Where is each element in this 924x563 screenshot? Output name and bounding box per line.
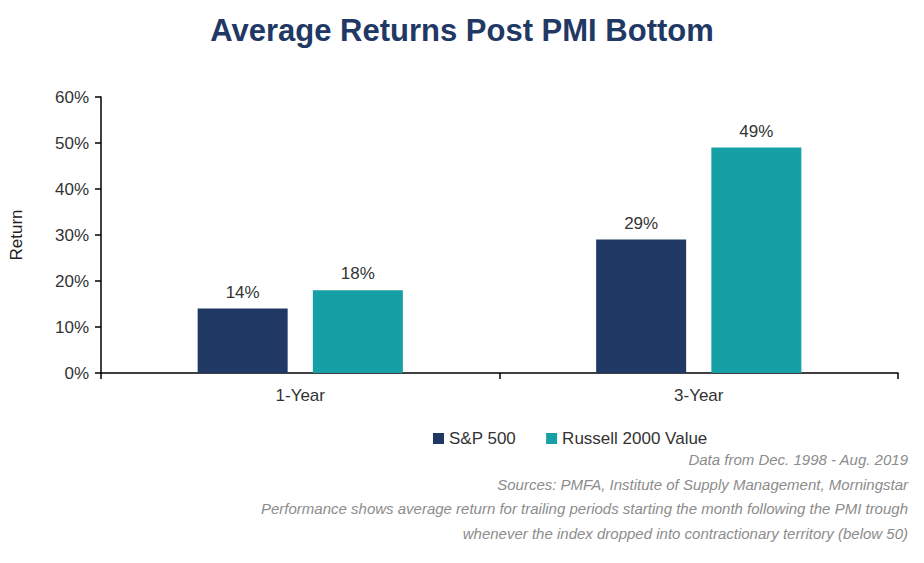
svg-text:S&P 500: S&P 500 [449, 429, 516, 448]
svg-text:Sources: PMFA, Institute of Su: Sources: PMFA, Institute of Supply Manag… [497, 476, 909, 493]
svg-text:10%: 10% [55, 318, 89, 337]
svg-text:29%: 29% [624, 214, 658, 233]
svg-text:Russell 2000 Value: Russell 2000 Value [562, 429, 707, 448]
svg-text:30%: 30% [55, 226, 89, 245]
svg-text:Return: Return [7, 209, 26, 260]
svg-text:1-Year: 1-Year [276, 386, 326, 405]
svg-text:Performance shows average retu: Performance shows average return for tra… [261, 500, 908, 517]
svg-text:whenever the index dropped int: whenever the index dropped into contract… [463, 525, 908, 542]
svg-text:14%: 14% [226, 283, 260, 302]
svg-text:50%: 50% [55, 134, 89, 153]
svg-text:20%: 20% [55, 272, 89, 291]
svg-text:18%: 18% [341, 264, 375, 283]
svg-text:Average Returns Post PMI Botto: Average Returns Post PMI Bottom [210, 13, 714, 48]
svg-text:0%: 0% [64, 364, 89, 383]
svg-text:40%: 40% [55, 180, 89, 199]
svg-text:60%: 60% [55, 88, 89, 107]
svg-text:3-Year: 3-Year [674, 386, 724, 405]
svg-text:49%: 49% [739, 122, 773, 141]
svg-text:Data from Dec. 1998 - Aug. 201: Data from Dec. 1998 - Aug. 2019 [688, 451, 908, 468]
